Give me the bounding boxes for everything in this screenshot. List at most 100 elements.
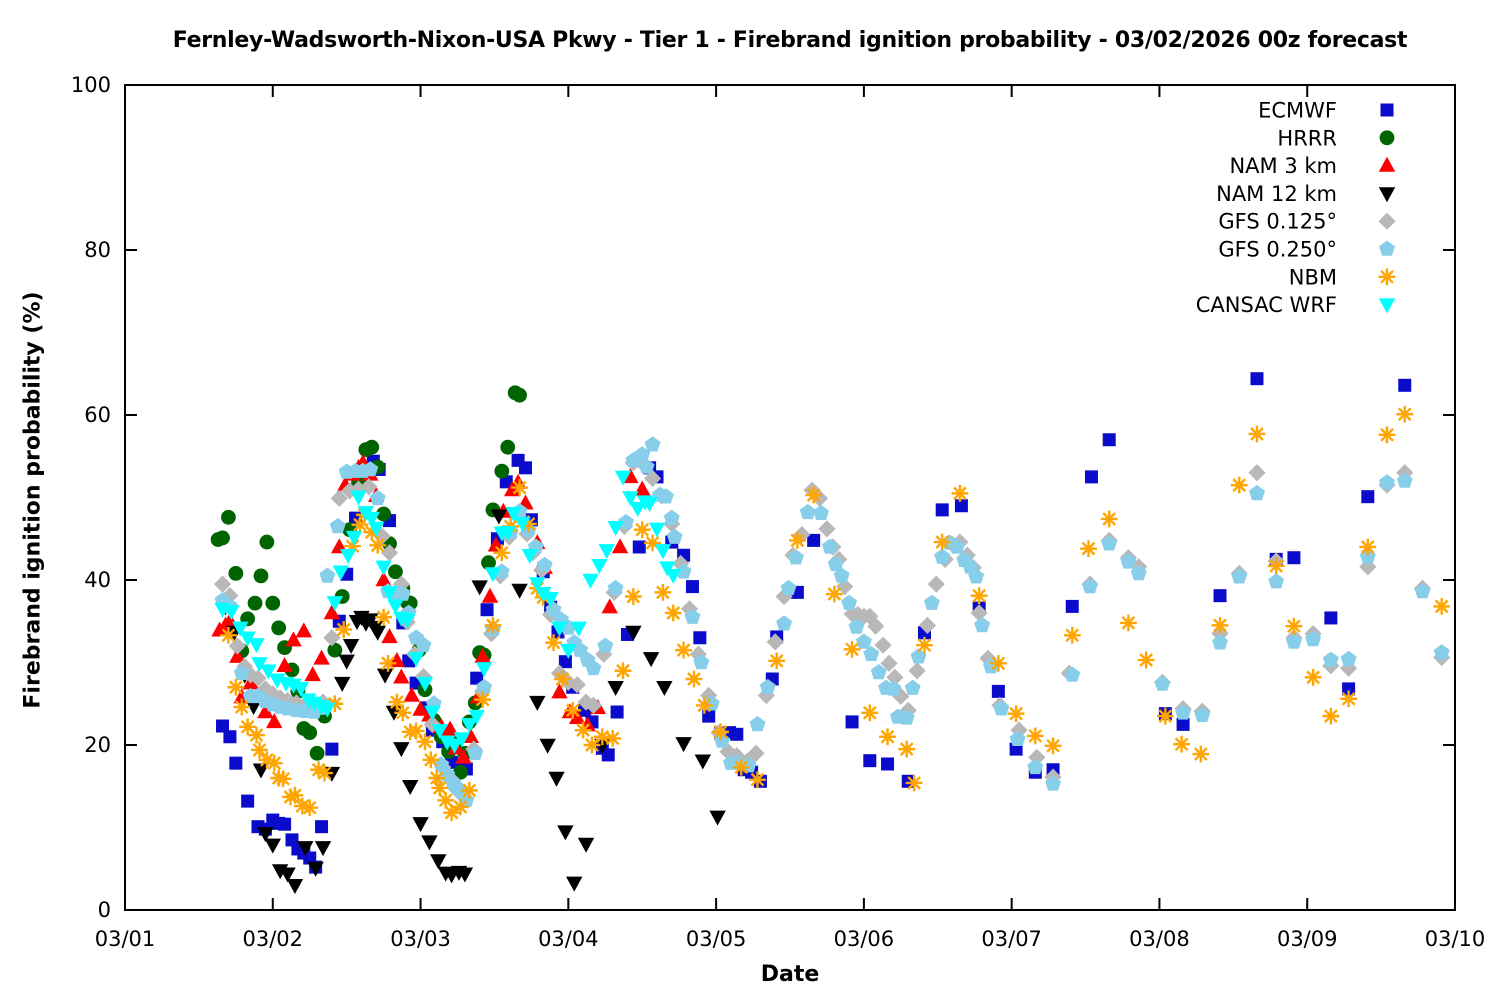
point-cansac-wrf: [345, 530, 363, 546]
legend-item-nam-3-km: NAM 3 km: [1229, 154, 1396, 178]
point-gfs-0-250: [657, 488, 674, 504]
chart-title: Fernley-Wadsworth-Nixon-USA Pkwy - Tier …: [172, 28, 1408, 53]
point-ecmwf: [991, 684, 1005, 698]
asterisk-stroke: [409, 724, 423, 738]
point-gfs-0-125: [892, 687, 910, 705]
point-cansac-wrf: [614, 470, 632, 486]
asterisk-stroke: [1250, 427, 1264, 441]
point-gfs-0-250: [1305, 631, 1322, 647]
point-nbm: [905, 774, 923, 792]
asterisk-stroke: [666, 606, 681, 620]
asterisk-stroke: [917, 638, 932, 653]
point-gfs-0-250: [394, 585, 411, 601]
point-ecmwf: [1065, 599, 1079, 613]
point-nbm: [564, 701, 582, 719]
asterisk-stroke: [1360, 540, 1375, 554]
point-cansac-wrf: [332, 565, 349, 581]
point-nbm: [251, 741, 268, 759]
point-gfs-0-125: [271, 689, 289, 707]
point-gfs-0-250: [666, 528, 683, 544]
point-gfs-0-250: [467, 744, 484, 760]
asterisk-stroke: [827, 587, 842, 601]
point-nam-12-km: [297, 841, 314, 857]
x-axis-label: Date: [760, 962, 820, 987]
point-nbm: [583, 736, 601, 754]
point-nam-3-km: [393, 668, 410, 684]
asterisk-stroke: [462, 783, 477, 798]
point-gfs-0-250: [644, 436, 661, 452]
point-nbm: [1137, 651, 1155, 669]
asterisk-stroke: [1306, 670, 1320, 685]
point-gfs-0-125: [747, 744, 765, 762]
point-cansac-wrf: [551, 621, 568, 637]
point-gfs-0-250: [780, 579, 797, 595]
point-cansac-wrf: [582, 573, 599, 589]
point-nam-12-km: [334, 676, 351, 692]
asterisk-stroke: [576, 723, 590, 737]
asterisk-stroke: [697, 698, 712, 713]
asterisk-stroke: [1397, 407, 1412, 422]
point-gfs-0-250: [1027, 758, 1044, 775]
point-nbm: [1359, 538, 1377, 556]
asterisk-stroke: [295, 799, 310, 813]
point-ecmwf: [1102, 433, 1116, 447]
asterisk-stroke: [390, 695, 404, 709]
point-gfs-0-125: [373, 527, 391, 545]
x-tick-label: 03/06: [834, 927, 895, 951]
point-gfs-0-250: [898, 709, 915, 725]
point-cansac-wrf: [468, 709, 485, 725]
point-nbm: [879, 728, 896, 746]
point-hrrr: [271, 620, 287, 636]
asterisk-stroke: [475, 692, 490, 707]
legend-item-ecmwf: ECMWF: [1258, 99, 1394, 123]
point-gfs-0-250: [1249, 485, 1265, 501]
point-gfs-0-125: [880, 654, 898, 672]
point-cansac-wrf: [607, 521, 624, 536]
point-nam-12-km: [709, 810, 726, 826]
legend-label: GFS 0.125°: [1218, 210, 1337, 234]
point-gfs-0-125: [775, 587, 793, 606]
point-cansac-wrf: [598, 544, 615, 560]
point-nbm: [460, 781, 478, 799]
asterisk-stroke: [260, 753, 274, 767]
point-ecmwf: [1342, 682, 1356, 696]
point-nbm: [1100, 510, 1118, 528]
point-hrrr: [453, 764, 468, 780]
point-gfs-0-250: [821, 538, 838, 554]
point-gfs-0-250: [813, 504, 829, 520]
point-ecmwf: [632, 540, 646, 554]
point-ecmwf: [325, 742, 339, 756]
point-nam-3-km: [323, 604, 341, 620]
asterisk-stroke: [1269, 559, 1284, 573]
point-hrrr: [215, 530, 230, 546]
point-cansac-wrf: [326, 596, 344, 612]
point-gfs-0-250: [749, 716, 766, 732]
point-nbm: [484, 616, 502, 634]
point-gfs-0-250: [1268, 573, 1285, 589]
point-nbm: [1156, 707, 1174, 725]
point-cansac-wrf: [591, 558, 608, 574]
asterisk-stroke: [645, 536, 660, 550]
point-gfs-0-125: [643, 469, 662, 488]
point-ecmwf: [518, 461, 532, 475]
point-ecmwf: [1213, 589, 1227, 603]
asterisk-stroke: [418, 734, 432, 749]
point-gfs-0-125: [221, 587, 239, 605]
point-nam-12-km: [286, 879, 304, 895]
point-cansac-wrf: [622, 491, 639, 507]
legend-label: GFS 0.250°: [1218, 238, 1337, 262]
point-gfs-0-250: [1082, 578, 1098, 594]
point-gfs-0-250: [675, 563, 692, 579]
point-nbm: [604, 730, 622, 747]
point-gfs-0-250: [983, 658, 999, 674]
point-hrrr: [302, 725, 318, 741]
point-nbm: [843, 640, 861, 658]
point-gfs-0-125: [766, 633, 784, 651]
point-nbm: [1192, 745, 1210, 763]
point-nbm: [664, 604, 682, 622]
asterisk-stroke: [429, 771, 444, 785]
series-ecmwf: [216, 372, 1412, 874]
x-tick-label: 03/04: [538, 927, 599, 951]
point-gfs-0-250: [833, 567, 850, 583]
